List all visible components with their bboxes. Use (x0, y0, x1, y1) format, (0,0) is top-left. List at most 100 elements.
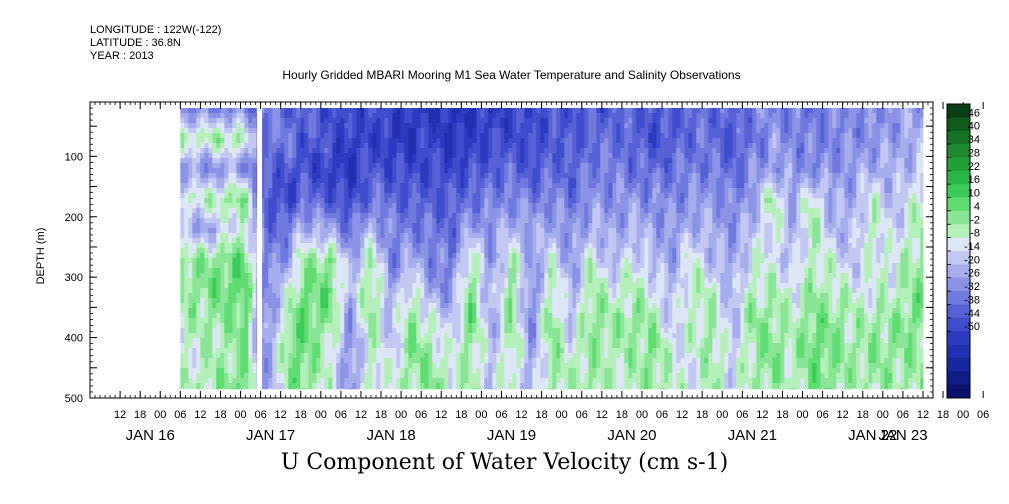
heat-cell (204, 188, 209, 194)
heat-cell (516, 153, 521, 159)
heat-cell (244, 378, 249, 384)
heat-cell (448, 318, 453, 324)
heat-cell (240, 368, 245, 374)
heat-cell (476, 153, 481, 159)
heat-cell (520, 168, 525, 174)
heat-cell (512, 213, 517, 219)
heat-cell (504, 388, 509, 390)
heat-cell (456, 203, 461, 209)
heat-cell (236, 218, 241, 224)
heat-cell (384, 313, 389, 319)
heat-cell (268, 298, 273, 304)
heat-cell (408, 223, 413, 229)
heat-cell (520, 333, 525, 339)
heat-cell (260, 263, 265, 269)
heat-cell (276, 188, 281, 194)
heat-cell (408, 323, 413, 329)
heat-cell (448, 173, 453, 179)
heat-cell (248, 253, 253, 259)
heat-cell (200, 263, 205, 269)
heat-cell (516, 273, 521, 279)
heat-cell (468, 268, 473, 274)
heat-cell (284, 188, 289, 194)
heat-cell (220, 273, 225, 279)
heat-cell (316, 378, 321, 384)
heat-cell (528, 273, 533, 279)
heat-cell (396, 113, 401, 119)
heat-cell (220, 248, 225, 254)
heat-cell (320, 133, 325, 139)
heat-cell (208, 118, 213, 124)
heat-cell (508, 323, 513, 329)
heat-cell (236, 143, 241, 149)
heat-cell (484, 153, 489, 159)
heat-cell (508, 133, 513, 139)
heat-cell (288, 203, 293, 209)
heat-cell (528, 148, 533, 154)
heat-cell (380, 313, 385, 319)
heat-cell (464, 178, 469, 184)
heat-cell (480, 198, 485, 204)
heat-cell (452, 188, 457, 194)
heat-cell (284, 313, 289, 319)
heat-cell (204, 238, 209, 244)
heat-cell (376, 163, 381, 169)
heat-cell (464, 233, 469, 239)
heat-cell (288, 178, 293, 184)
heat-cell (252, 128, 257, 134)
heat-cell (420, 308, 425, 314)
heat-cell (484, 323, 489, 329)
heat-cell (252, 113, 257, 119)
heat-cell (416, 313, 421, 319)
heat-cell (392, 208, 397, 214)
heat-cell (500, 258, 505, 264)
heat-cell (184, 328, 189, 334)
heat-cell (304, 108, 309, 114)
heat-cell (500, 288, 505, 294)
heat-cell (268, 283, 273, 289)
heat-cell (188, 253, 193, 259)
heat-cell (456, 368, 461, 374)
heat-cell (360, 153, 365, 159)
heat-cell (236, 253, 241, 259)
heat-cell (412, 118, 417, 124)
heat-cell (340, 283, 345, 289)
heat-cell (220, 328, 225, 334)
heat-cell (412, 248, 417, 254)
heat-cell (212, 233, 217, 239)
heat-cell (516, 118, 521, 124)
heat-cell (460, 263, 465, 269)
heat-cell (444, 263, 449, 269)
heat-cell (188, 118, 193, 124)
heat-cell (364, 183, 369, 189)
heat-cell (472, 173, 477, 179)
heat-cell (472, 323, 477, 329)
heat-cell (252, 188, 257, 194)
heat-cell (460, 323, 465, 329)
heat-cell (332, 293, 337, 299)
heat-cell (284, 113, 289, 119)
heat-cell (468, 213, 473, 219)
heat-cell (460, 358, 465, 364)
heat-cell (320, 153, 325, 159)
heat-cell (416, 318, 421, 324)
heat-cell (504, 353, 509, 359)
heat-cell (344, 188, 349, 194)
heat-cell (380, 288, 385, 294)
heat-cell (268, 388, 273, 390)
heat-cell (284, 183, 289, 189)
heat-cell (400, 363, 405, 369)
heat-cell (356, 223, 361, 229)
heat-cell (464, 148, 469, 154)
heat-cell (480, 388, 485, 390)
heat-cell (480, 368, 485, 374)
heat-cell (452, 158, 457, 164)
heat-cell (248, 378, 253, 384)
heat-cell (496, 363, 501, 369)
heat-cell (372, 338, 377, 344)
heat-cell (400, 328, 405, 334)
heat-cell (304, 263, 309, 269)
heat-cell (376, 288, 381, 294)
heat-cell (436, 218, 441, 224)
heat-cell (488, 218, 493, 224)
